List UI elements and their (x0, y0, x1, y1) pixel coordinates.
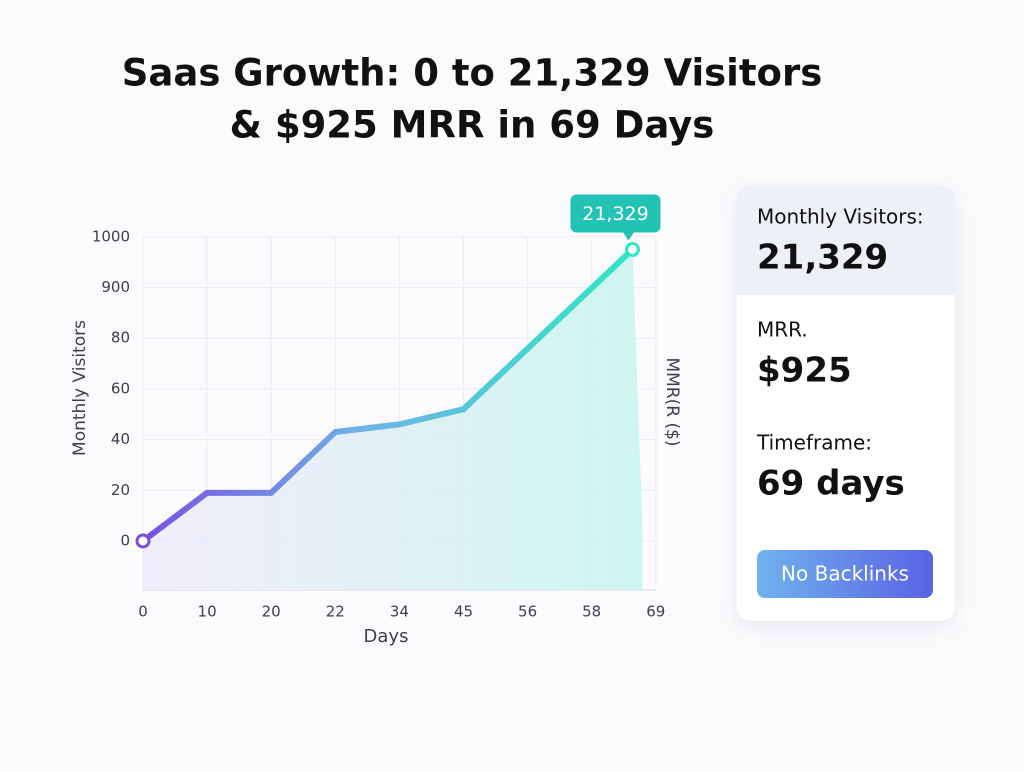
chart-title: & $925 MRR in 69 Days (230, 104, 715, 147)
y-tick-label: 1000 (92, 227, 130, 245)
x-tick-label: 34 (390, 603, 409, 621)
annotation: 21,329 (582, 203, 648, 225)
x-tick-label: 56 (518, 603, 537, 621)
x-tick-label: 69 (646, 603, 665, 621)
annotation-pointer (622, 231, 635, 241)
y-tick-label: 80 (111, 329, 130, 347)
chart-title: Saas Growth: 0 to 21,329 Visitors (122, 52, 822, 95)
x-tick-label: 58 (582, 603, 601, 621)
stat-label: Timeframe: (756, 431, 872, 455)
x-axis-label: Days (364, 626, 409, 647)
stat-label: Monthly Visitors: (757, 205, 924, 229)
stat-value: $925 (757, 351, 852, 391)
button-label[interactable]: No Backlinks (781, 562, 909, 586)
point (624, 241, 640, 257)
x-tick-label: 0 (138, 603, 148, 621)
line (141, 247, 635, 544)
x-tick-label: 20 (262, 603, 281, 621)
y-axis-label: Monthly Visitors (70, 320, 90, 456)
y-tick-label: 40 (111, 430, 130, 448)
stat-label: MRR. (757, 318, 808, 342)
button[interactable] (757, 550, 933, 598)
stat-value: 69 days (757, 464, 905, 504)
y-tick-label: 0 (120, 532, 130, 550)
area (143, 249, 643, 590)
stats-highlight (737, 185, 955, 295)
annotation-box (570, 194, 661, 233)
y-tick-label: 60 (111, 379, 130, 397)
y-tick-label: 900 (101, 278, 130, 296)
stat-value: 21,329 (757, 238, 888, 278)
y-tick-label: 20 (111, 481, 130, 499)
y2-axis-label: MMR(R ($) (662, 357, 682, 446)
x-tick-label: 45 (454, 603, 473, 621)
point (135, 533, 151, 549)
x-tick-label: 10 (198, 603, 217, 621)
x-tick-label: 22 (326, 603, 345, 621)
